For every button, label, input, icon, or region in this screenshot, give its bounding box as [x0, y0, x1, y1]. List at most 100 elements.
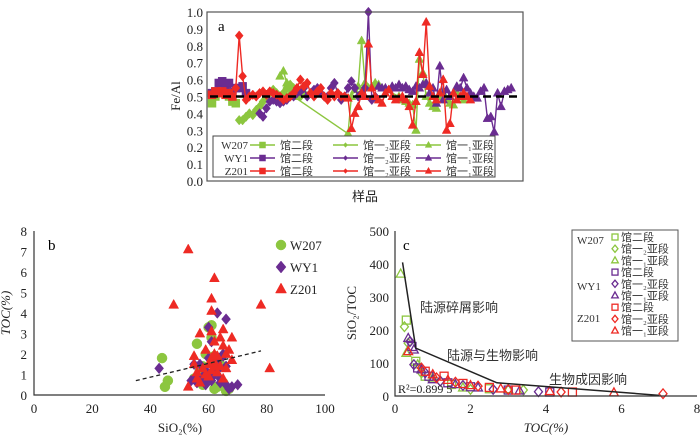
- panel-a-legend-label: 馆一₂亚段: [363, 138, 411, 152]
- panel-a-data-point: [492, 87, 503, 97]
- panel-a-ytick-label: 0.0: [187, 174, 203, 189]
- panel-a-data-point: [489, 126, 500, 136]
- panel-b-data-point: [214, 331, 226, 342]
- panel-c-data-point: [473, 380, 483, 392]
- panel-b-data-point: [209, 272, 220, 282]
- panel-b-xtick-label: 0: [31, 401, 38, 416]
- panel-c-legend-label: 馆一₂亚段: [621, 277, 669, 291]
- panel-a-data-point: [258, 111, 268, 122]
- panel-b-data-point: [226, 331, 238, 342]
- panel-c-data-point: [411, 356, 421, 367]
- panel-c-ytick-label: 400: [370, 257, 390, 272]
- panel-c-axes: [394, 231, 697, 397]
- panel-a-data-point: [496, 101, 506, 111]
- panel-b-ytick-label: 7: [21, 245, 28, 260]
- panel-c-data-point: [420, 366, 430, 376]
- panel-a-legend-label: 馆一₁亚段: [446, 164, 494, 178]
- panel-c-legend-marker: [611, 303, 619, 311]
- panel-b-data-point: [188, 350, 200, 360]
- panel-a-yticks: 0.0 0.1 0.2 0.3 0.40.5 0.6 0.7 0.8 0.9 1.0: [187, 5, 204, 189]
- panel-a-data-point: [316, 82, 326, 94]
- panel-a: Fe/Al 0.00.10.20.30.40.50.60.70.80.91.0 …: [168, 5, 524, 204]
- panel-b-legend-marker: [275, 260, 287, 274]
- panel-c-data-point: [458, 379, 468, 392]
- panel-a-ytick-label: 0.4: [187, 106, 204, 121]
- panel-a-data-point: [383, 84, 394, 94]
- panel-c-data-point: [484, 382, 495, 393]
- panel-c-label: c: [403, 238, 410, 254]
- panel-c-ytick-label: 100: [370, 356, 390, 371]
- panel-a-ytick-label: 0.1: [187, 157, 203, 172]
- panel-a-data-point: [353, 101, 364, 111]
- panel-c-legend-label: 馆二段: [621, 265, 654, 279]
- r2-label: R²=0.899 5: [398, 382, 452, 396]
- panel-a-legend-label: 馆一₁亚段: [446, 138, 494, 152]
- panel-c-legend-label: 馆一₁亚段: [621, 289, 669, 303]
- panel-b-data-point: [206, 364, 217, 375]
- panel-a-data-point: [421, 16, 432, 26]
- panel-a-data-point: [438, 94, 449, 104]
- panel-b-legend: W207 WY1 Z201: [275, 238, 322, 297]
- panel-b-ytick-label: 4: [21, 306, 28, 321]
- panel-b-data-point: [194, 327, 206, 338]
- panel-a-data-point: [366, 82, 377, 92]
- panel-c-legend-marker: [610, 255, 620, 264]
- panel-c-data-point: [488, 383, 498, 396]
- panel-b-xtick-label: 80: [260, 401, 273, 416]
- panel-a-data-point: [347, 76, 356, 87]
- panel-b-ylabel: TOC(%): [0, 291, 13, 336]
- panel-b-ytick-label: 0: [21, 388, 28, 403]
- panel-c-ytick-label: 0: [383, 389, 390, 404]
- panel-a-ytick-label: 0.7: [187, 56, 204, 71]
- panel-b-data-point: [220, 362, 232, 373]
- panel-b-data-point: [226, 354, 238, 364]
- panel-a-data-point: [448, 87, 459, 97]
- panel-a-legend-well: WY1: [224, 153, 248, 165]
- panel-a-legend-marker: [424, 153, 433, 161]
- panel-c-legend-well: Z201: [577, 313, 600, 325]
- panel-a-ytick-label: 0.9: [187, 22, 203, 37]
- panel-c-legend-box: [571, 229, 679, 342]
- panel-a-data-point: [479, 82, 489, 92]
- panel-b-xtick-label: 60: [202, 401, 215, 416]
- panel-b-legend-label: W207: [290, 238, 322, 253]
- panel-b-data-point: [214, 360, 226, 371]
- panel-a-legend-label: 馆二段: [280, 138, 313, 152]
- panel-a-legend-label: 馆一₂亚段: [363, 151, 411, 165]
- panel-c-data-point: [401, 315, 411, 325]
- panel-c-data-point: [442, 374, 454, 385]
- panel-a-data-point: [431, 94, 442, 104]
- panel-b-trendline: [135, 350, 262, 382]
- panel-c-legend: W207 馆二段馆一₂亚段馆一₁亚段WY1馆二段馆一₂亚段馆一₁亚段Z201馆二段…: [571, 229, 679, 342]
- panel-a-data-point: [431, 103, 442, 112]
- panel-a-data-point: [302, 77, 312, 89]
- panel-c-ytick-label: 200: [370, 323, 390, 338]
- panel-b-legend-label: WY1: [290, 260, 318, 275]
- panel-a-ytick-label: 0.6: [187, 73, 204, 88]
- panel-a-ytick-label: 0.5: [187, 90, 203, 105]
- panel-b-label: b: [48, 238, 56, 254]
- annotation-terrigenous: 陆源碎屑影响: [420, 300, 498, 315]
- panel-b-data-point: [200, 343, 212, 354]
- panel-c-data-point: [431, 372, 442, 384]
- panel-b-data-point: [232, 378, 243, 391]
- panel-c-data-point: [399, 320, 410, 333]
- panel-c-data-point: [495, 382, 507, 393]
- panel-a-legend-marker: [424, 166, 433, 174]
- panel-a-data-point: [281, 77, 292, 87]
- panel-a-data-point: [356, 35, 367, 45]
- panel-a-legend-marker: [259, 167, 266, 175]
- panel-a-data-point: [238, 71, 247, 82]
- panel-b-data-point: [264, 362, 276, 373]
- panel-a-label: a: [218, 19, 225, 35]
- panel-a-legend-marker: [343, 168, 348, 174]
- panel-b-data-point: [206, 325, 217, 336]
- panel-a-data-point: [400, 94, 411, 104]
- panel-a-data-point: [411, 96, 421, 106]
- panel-c-data-point: [465, 383, 476, 396]
- panel-a-data-point: [434, 87, 445, 97]
- panel-a-ytick-label: 0.8: [187, 39, 203, 54]
